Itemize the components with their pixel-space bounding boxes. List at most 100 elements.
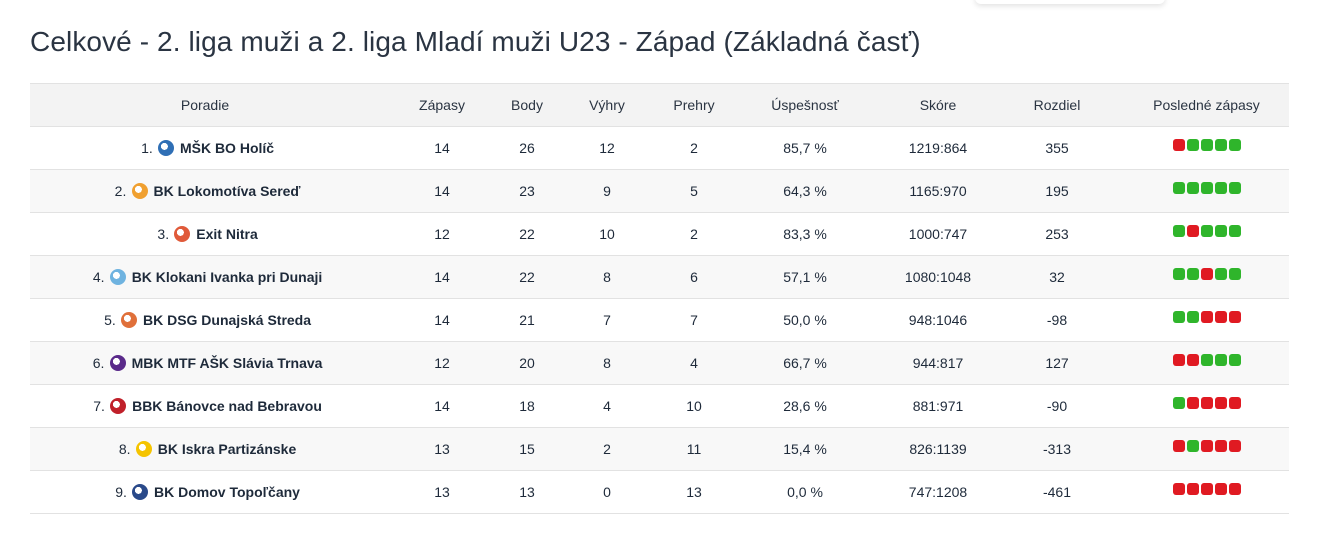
wins-cell: 10 [550, 212, 664, 256]
diff-cell: 195 [990, 169, 1124, 213]
loss-result-marker[interactable] [1228, 397, 1241, 409]
table-row: 9. BK Domov Topoľčany 13 13 0 13 0,0 % 747:1208… [30, 470, 1289, 514]
last-games-cell [1124, 384, 1289, 428]
loss-result-marker[interactable] [1200, 397, 1213, 409]
header-score[interactable]: Skóre [886, 83, 990, 127]
header-diff[interactable]: Rozdiel [990, 83, 1124, 127]
win-result-marker[interactable] [1228, 139, 1241, 151]
team-logo-sered-icon [131, 183, 148, 199]
team-name-link[interactable]: Exit Nitra [196, 226, 258, 242]
loss-result-marker[interactable] [1228, 440, 1241, 452]
loss-result-marker[interactable] [1186, 483, 1199, 495]
win-result-marker[interactable] [1228, 268, 1241, 280]
win-result-marker[interactable] [1186, 139, 1199, 151]
win-result-marker[interactable] [1214, 268, 1227, 280]
team-logo-nitra-icon [174, 226, 191, 242]
points-cell: 13 [504, 470, 550, 514]
loss-result-marker[interactable] [1214, 311, 1227, 323]
team-name-link[interactable]: MBK MTF AŠK Slávia Trnava [131, 355, 323, 371]
win-result-marker[interactable] [1228, 225, 1241, 237]
win-result-marker[interactable] [1172, 268, 1185, 280]
team-name-link[interactable]: BK DSG Dunajská Streda [142, 312, 312, 328]
win-result-marker[interactable] [1172, 311, 1185, 323]
win-result-marker[interactable] [1186, 268, 1199, 280]
wins-cell: 8 [550, 255, 664, 299]
team-cell: 6. MBK MTF AŠK Slávia Trnava [30, 341, 380, 385]
win-result-marker[interactable] [1214, 139, 1227, 151]
win-result-marker[interactable] [1214, 354, 1227, 366]
team-name-link[interactable]: BK Iskra Partizánske [157, 441, 297, 457]
team-name-link[interactable]: BBK Bánovce nad Bebravou [132, 398, 322, 414]
table-row: 7. BBK Bánovce nad Bebravou 14 18 4 10 28,6 % 8… [30, 384, 1289, 428]
team-name-link[interactable]: BK Klokani Ivanka pri Dunaji [131, 269, 323, 285]
header-rank[interactable]: Poradie [30, 83, 380, 127]
team-name-link[interactable]: MŠK BO Holíč [179, 140, 275, 156]
header-games[interactable]: Zápasy [380, 83, 504, 127]
table-row: 1. MŠK BO Holíč 14 26 12 2 85,7 % 1219:864 355 [30, 126, 1289, 170]
loss-result-marker[interactable] [1172, 139, 1185, 151]
win-result-marker[interactable] [1186, 311, 1199, 323]
header-wins[interactable]: Výhry [550, 83, 664, 127]
games-cell: 13 [380, 427, 504, 471]
rank-number: 8. [118, 441, 131, 457]
rank-number: 2. [114, 183, 127, 199]
last-games-dots [1172, 139, 1241, 151]
win-result-marker[interactable] [1186, 440, 1199, 452]
rank-number: 9. [115, 484, 127, 500]
team-cell: 1. MŠK BO Holíč [30, 126, 380, 170]
success-cell: 50,0 % [724, 298, 886, 342]
loss-result-marker[interactable] [1172, 440, 1185, 452]
loss-result-marker[interactable] [1172, 354, 1185, 366]
win-result-marker[interactable] [1228, 182, 1241, 194]
win-result-marker[interactable] [1214, 225, 1227, 237]
team-name-link[interactable]: BK Lokomotíva Sereď [153, 183, 301, 199]
loss-result-marker[interactable] [1228, 311, 1241, 323]
games-cell: 14 [380, 384, 504, 428]
win-result-marker[interactable] [1172, 225, 1185, 237]
loss-result-marker[interactable] [1186, 397, 1199, 409]
table-row: 2. BK Lokomotíva Sereď 14 23 9 5 64,3 % 1165:97… [30, 169, 1289, 213]
success-cell: 83,3 % [724, 212, 886, 256]
loss-result-marker[interactable] [1172, 483, 1185, 495]
loss-result-marker[interactable] [1200, 440, 1213, 452]
header-losses[interactable]: Prehry [664, 83, 724, 127]
team-name-link[interactable]: BK Domov Topoľčany [154, 484, 300, 500]
last-games-cell [1124, 427, 1289, 471]
loss-result-marker[interactable] [1214, 483, 1227, 495]
team-cell: 7. BBK Bánovce nad Bebravou [30, 384, 380, 428]
win-result-marker[interactable] [1200, 225, 1213, 237]
win-result-marker[interactable] [1172, 182, 1185, 194]
team-cell: 3. Exit Nitra [30, 212, 380, 256]
loss-result-marker[interactable] [1200, 311, 1213, 323]
loss-result-marker[interactable] [1228, 483, 1241, 495]
team-cell: 4. BK Klokani Ivanka pri Dunaji [30, 255, 380, 299]
last-games-cell [1124, 341, 1289, 385]
loss-result-marker[interactable] [1186, 225, 1199, 237]
header-success[interactable]: Úspešnosť [724, 83, 886, 127]
team-cell: 2. BK Lokomotíva Sereď [30, 169, 380, 213]
loss-result-marker[interactable] [1186, 354, 1199, 366]
loss-result-marker[interactable] [1200, 483, 1213, 495]
win-result-marker[interactable] [1200, 139, 1213, 151]
success-cell: 15,4 % [724, 427, 886, 471]
win-result-marker[interactable] [1228, 354, 1241, 366]
wins-cell: 9 [550, 169, 664, 213]
losses-cell: 5 [664, 169, 724, 213]
win-result-marker[interactable] [1200, 182, 1213, 194]
header-points[interactable]: Body [504, 83, 550, 127]
win-result-marker[interactable] [1172, 397, 1185, 409]
last-games-dots [1172, 225, 1241, 237]
win-result-marker[interactable] [1200, 354, 1213, 366]
header-last-games: Posledné zápasy [1124, 83, 1289, 127]
score-cell: 1080:1048 [886, 255, 990, 299]
team-logo-banovce-icon [110, 398, 127, 414]
loss-result-marker[interactable] [1214, 440, 1227, 452]
win-result-marker[interactable] [1186, 182, 1199, 194]
team-logo-trnava-icon [109, 355, 126, 371]
table-row: 8. BK Iskra Partizánske 13 15 2 11 15,4 % 826:1… [30, 427, 1289, 471]
score-cell: 944:817 [886, 341, 990, 385]
loss-result-marker[interactable] [1200, 268, 1213, 280]
loss-result-marker[interactable] [1214, 397, 1227, 409]
diff-cell: -313 [990, 427, 1124, 471]
win-result-marker[interactable] [1214, 182, 1227, 194]
